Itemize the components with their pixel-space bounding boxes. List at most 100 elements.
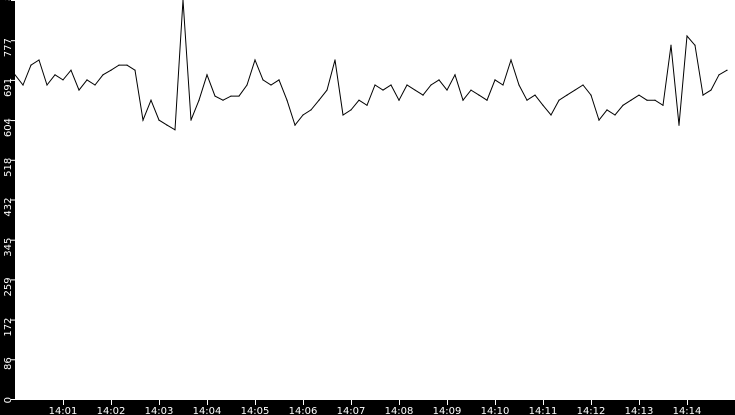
data-point [198,99,200,101]
y-tick-label: 432 [3,198,14,217]
data-point [718,74,720,76]
data-point [310,109,312,111]
data-point [550,114,552,116]
data-point [230,95,232,97]
data-point [478,94,480,96]
data-point [446,89,448,91]
data-point [638,94,640,96]
data-point [726,69,728,71]
y-tick-label: 172 [3,318,14,337]
data-point [630,99,632,101]
data-point [342,114,344,116]
data-point [262,79,264,81]
data-point [102,74,104,76]
x-tick-label: 14:02 [97,406,126,415]
data-point [38,59,40,61]
data-point [390,84,392,86]
data-point [414,89,416,91]
data-point [318,99,320,101]
data-point [398,99,400,101]
x-tick-label: 14:03 [145,406,174,415]
data-point [422,94,424,96]
data-point [142,119,144,121]
x-tick-label: 14:08 [385,406,414,415]
data-point [590,94,592,96]
y-tick-label: 345 [3,238,14,257]
data-point [606,109,608,111]
data-point [518,84,520,86]
y-axis-band [0,0,15,415]
x-tick-label: 14:13 [625,406,654,415]
data-point [326,89,328,91]
data-point [62,79,64,81]
data-point [174,129,176,131]
data-point [118,64,120,66]
data-point [302,114,304,116]
data-point [158,119,160,121]
data-point [190,119,192,121]
data-point [374,84,376,86]
data-point [150,99,152,101]
x-tick-label: 14:05 [241,406,270,415]
y-tick-label: 777 [3,38,14,57]
data-point [382,89,384,91]
data-point [86,79,88,81]
data-point [270,84,272,86]
y-tick-label: 604 [3,118,14,137]
data-point [694,44,696,46]
y-tick-label: 864 [3,0,14,1]
data-point [110,69,112,71]
data-point [54,74,56,76]
data-point [406,84,408,86]
data-point [254,59,256,61]
data-point [598,119,600,121]
data-point [670,44,672,46]
y-tick-label: 691 [3,78,14,97]
y-tick-label: 518 [3,158,14,177]
data-point [710,89,712,91]
data-point [70,69,72,71]
data-point [646,99,648,101]
data-point [134,69,136,71]
data-point [582,84,584,86]
data-point [246,84,248,86]
data-point [334,59,336,61]
data-point [294,124,296,126]
data-point [462,99,464,101]
data-point [502,84,504,86]
x-tick-label: 14:01 [49,406,78,415]
data-point [542,104,544,106]
y-tick-label: 0 [3,397,14,403]
data-series-line [14,0,728,131]
x-axis-band [0,400,735,415]
data-point [278,79,280,81]
x-tick-label: 14:11 [529,406,558,415]
data-point [366,104,368,106]
data-point [622,104,624,106]
data-point [206,74,208,76]
data-point [438,79,440,81]
x-tick-label: 14:06 [289,406,318,415]
data-point [222,99,224,101]
data-point [30,64,32,66]
x-tick-label: 14:09 [433,406,462,415]
data-point [166,124,168,126]
data-point [526,99,528,101]
x-tick-label: 14:12 [577,406,606,415]
data-point [14,74,16,76]
data-point [358,99,360,101]
data-point [454,74,456,76]
data-point [286,99,288,101]
data-point [654,99,656,101]
data-point [470,89,472,91]
data-point [46,84,48,86]
data-point [614,114,616,116]
data-point [678,124,680,126]
x-tick-label: 14:07 [337,406,366,415]
data-point [574,89,576,91]
data-point [430,84,432,86]
data-point [126,64,128,66]
x-tick-label: 14:04 [193,406,222,415]
data-point [558,99,560,101]
